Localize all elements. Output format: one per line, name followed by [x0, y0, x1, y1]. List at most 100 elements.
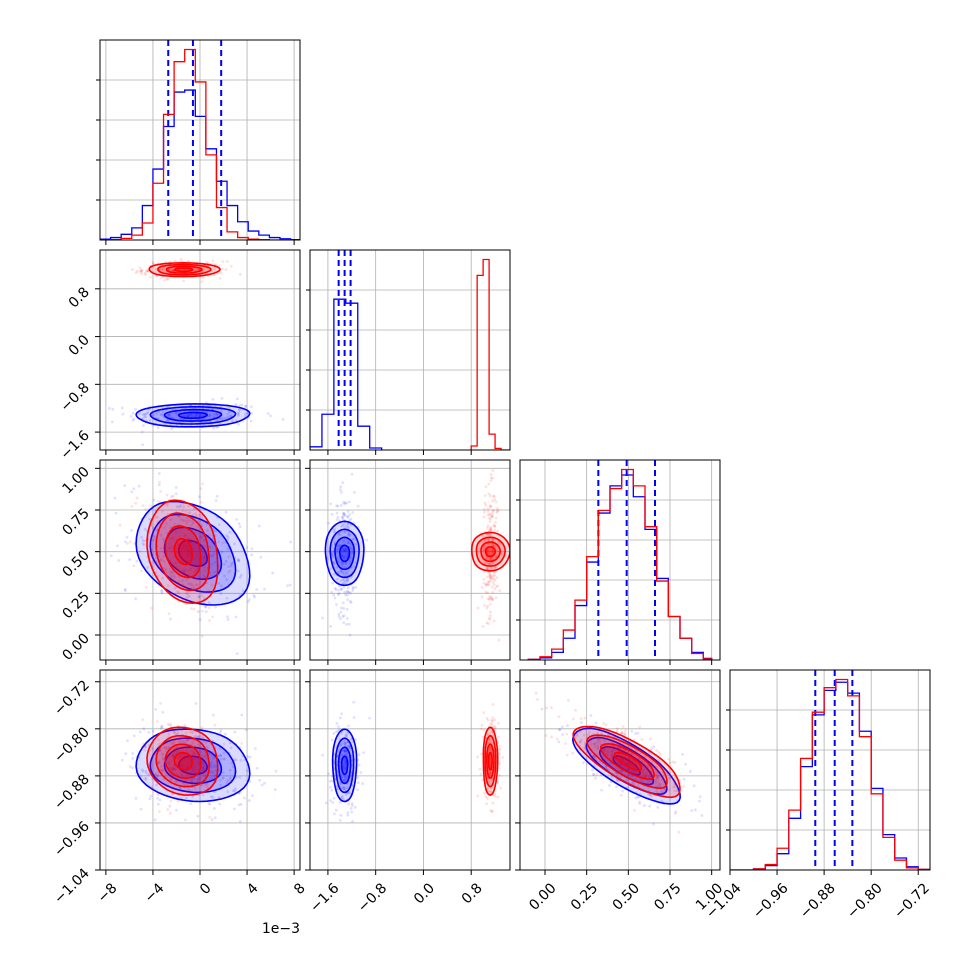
- sample-point: [186, 750, 189, 754]
- sample-point: [192, 750, 196, 753]
- sample-point: [673, 785, 677, 789]
- sample-point: [212, 426, 216, 430]
- sample-point: [489, 602, 492, 606]
- sample-point: [171, 768, 175, 772]
- sample-point: [182, 597, 186, 601]
- sample-point: [491, 469, 495, 472]
- sample-point: [341, 578, 345, 582]
- sample-point: [344, 548, 348, 551]
- sample-point: [178, 543, 182, 547]
- sample-point: [495, 585, 498, 589]
- sample-point: [487, 741, 491, 744]
- panel-2-2: [516, 459, 721, 665]
- sample-point: [202, 574, 206, 578]
- sample-point: [208, 802, 212, 806]
- sample-point: [196, 814, 200, 818]
- sample-point: [498, 589, 502, 593]
- sample-point: [228, 414, 232, 418]
- sample-point: [207, 606, 211, 610]
- sample-point: [148, 517, 152, 521]
- sample-point: [144, 585, 148, 589]
- sample-point: [343, 549, 347, 553]
- sample-point: [333, 596, 337, 600]
- sample-point: [187, 519, 191, 523]
- sample-point: [623, 748, 627, 752]
- sample-point: [349, 566, 353, 570]
- sample-point: [693, 808, 697, 812]
- sample-point: [321, 753, 325, 757]
- sample-point: [490, 515, 494, 518]
- contour-series-0: [324, 520, 365, 587]
- sample-point: [620, 730, 624, 734]
- sample-point: [615, 727, 619, 731]
- sample-point: [228, 569, 232, 573]
- sample-point: [160, 591, 164, 595]
- sample-point: [192, 557, 196, 560]
- sample-point: [588, 739, 592, 742]
- sample-point: [340, 606, 343, 610]
- sample-point: [183, 414, 186, 418]
- sample-point: [332, 812, 336, 816]
- sample-point: [341, 797, 345, 801]
- sample-point: [692, 784, 696, 788]
- sample-point: [203, 575, 207, 579]
- sample-point: [123, 484, 127, 488]
- sample-point: [182, 570, 186, 574]
- sample-point: [486, 532, 490, 536]
- sample-point: [143, 412, 147, 416]
- sample-point: [218, 797, 222, 801]
- sample-point: [341, 562, 344, 565]
- sample-point: [482, 728, 486, 732]
- sample-point: [625, 778, 629, 781]
- sample-point: [362, 751, 366, 755]
- sample-point: [150, 786, 153, 790]
- sample-point: [269, 414, 272, 418]
- sample-point: [479, 727, 483, 731]
- sample-point: [226, 790, 230, 794]
- sample-point: [638, 802, 642, 805]
- sample-point: [491, 556, 495, 560]
- sample-point: [341, 517, 345, 521]
- sample-point: [180, 747, 184, 750]
- sample-point: [197, 761, 201, 765]
- sample-point: [236, 412, 240, 415]
- sample-point: [488, 617, 492, 621]
- sample-point: [181, 546, 185, 550]
- sample-point: [168, 537, 171, 541]
- sample-point: [253, 595, 257, 599]
- sample-point: [238, 272, 242, 276]
- sample-point: [202, 740, 206, 743]
- sample-point: [210, 750, 214, 754]
- histogram-step-series-1: [527, 468, 713, 660]
- sample-point: [330, 552, 334, 556]
- sample-point: [489, 722, 493, 725]
- sample-point: [226, 412, 229, 416]
- sample-point: [495, 565, 498, 569]
- sample-point: [605, 752, 609, 756]
- sample-point: [228, 410, 231, 414]
- sample-point: [186, 764, 190, 768]
- sample-point: [212, 774, 216, 778]
- sample-point: [631, 762, 635, 766]
- sample-point: [644, 773, 648, 777]
- sample-point: [201, 562, 204, 565]
- sample-point: [640, 771, 644, 775]
- sample-point: [492, 619, 496, 623]
- sample-point: [622, 732, 625, 736]
- sample-point: [209, 554, 213, 558]
- sample-point: [578, 730, 582, 733]
- sample-point: [196, 743, 200, 747]
- sample-point: [200, 634, 204, 638]
- sample-point: [204, 610, 208, 614]
- y-tick-label: 0.75: [59, 506, 92, 539]
- sample-point: [335, 511, 339, 515]
- sample-point: [167, 545, 171, 549]
- sample-point: [498, 744, 501, 748]
- sample-point: [131, 766, 134, 770]
- sample-point: [191, 583, 195, 587]
- sample-point: [228, 776, 232, 780]
- sample-point: [202, 543, 206, 547]
- sample-point: [188, 551, 192, 555]
- sample-point: [608, 784, 611, 787]
- sample-point: [336, 729, 340, 733]
